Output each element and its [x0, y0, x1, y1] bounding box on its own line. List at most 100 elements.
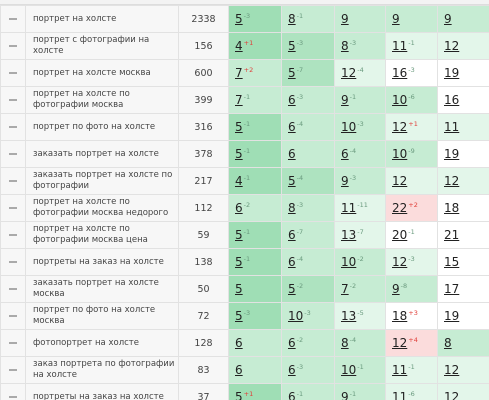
position-link[interactable]: 9 — [392, 282, 400, 296]
position-change: -1 — [243, 255, 251, 263]
position-link[interactable]: 6 — [288, 147, 296, 161]
row-remove[interactable] — [0, 140, 26, 168]
position-link[interactable]: 5 — [235, 147, 243, 161]
row-remove[interactable] — [0, 59, 26, 87]
position-link[interactable]: 12 — [392, 255, 408, 269]
position-link[interactable]: 9 — [341, 93, 349, 107]
position-link[interactable]: 12 — [341, 66, 357, 80]
position-link[interactable]: 6 — [288, 336, 296, 350]
position-link[interactable]: 20 — [392, 228, 408, 242]
position-link[interactable]: 6 — [341, 147, 349, 161]
position-link[interactable]: 5 — [288, 174, 296, 188]
row-remove[interactable] — [0, 32, 26, 60]
position-link[interactable]: 8 — [444, 336, 452, 350]
position-link[interactable]: 12 — [392, 174, 408, 188]
row-remove[interactable] — [0, 329, 26, 357]
position-link[interactable]: 7 — [235, 93, 243, 107]
position-cell: 6 — [281, 140, 335, 168]
position-link[interactable]: 5 — [288, 39, 296, 53]
position-link[interactable]: 5 — [288, 282, 296, 296]
position-link[interactable]: 7 — [341, 282, 349, 296]
position-link[interactable]: 12 — [444, 363, 460, 377]
position-link[interactable]: 10 — [341, 255, 357, 269]
position-link[interactable]: 18 — [444, 201, 460, 215]
position-link[interactable]: 6 — [288, 93, 296, 107]
position-link[interactable]: 4 — [235, 39, 243, 53]
position-link[interactable]: 11 — [392, 39, 408, 53]
position-cell: 4+1 — [228, 32, 282, 60]
position-link[interactable]: 9 — [444, 12, 452, 26]
position-link[interactable]: 16 — [444, 93, 460, 107]
row-remove[interactable] — [0, 383, 26, 400]
position-cell: 12 — [437, 32, 489, 60]
row-remove[interactable] — [0, 302, 26, 330]
position-link[interactable]: 5 — [235, 120, 243, 134]
row-remove[interactable] — [0, 167, 26, 195]
position-link[interactable]: 11 — [392, 363, 408, 377]
position-link[interactable]: 5 — [288, 66, 296, 80]
position-change: -3 — [296, 363, 304, 371]
row-remove[interactable] — [0, 221, 26, 249]
position-link[interactable]: 15 — [444, 255, 460, 269]
position-link[interactable]: 17 — [444, 282, 460, 296]
position-link[interactable]: 5 — [235, 228, 243, 242]
row-remove[interactable] — [0, 86, 26, 114]
position-link[interactable]: 5 — [235, 309, 243, 323]
row-remove[interactable] — [0, 275, 26, 303]
position-link[interactable]: 6 — [288, 255, 296, 269]
position-link[interactable]: 12 — [444, 390, 460, 400]
position-link[interactable]: 10 — [341, 120, 357, 134]
position-link[interactable]: 8 — [288, 12, 296, 26]
position-link[interactable]: 5 — [235, 390, 243, 400]
row-remove[interactable] — [0, 356, 26, 384]
position-link[interactable]: 10 — [341, 363, 357, 377]
position-link[interactable]: 5 — [235, 282, 243, 296]
query: заказать портрет на холсте по фотографии — [25, 167, 179, 195]
position-link[interactable]: 6 — [288, 363, 296, 377]
position-link[interactable]: 4 — [235, 174, 243, 188]
position-link[interactable]: 9 — [341, 12, 349, 26]
position-link[interactable]: 12 — [392, 336, 408, 350]
position-link[interactable]: 9 — [341, 390, 349, 400]
position-link[interactable]: 22 — [392, 201, 408, 215]
position-link[interactable]: 18 — [392, 309, 408, 323]
position-link[interactable]: 7 — [235, 66, 243, 80]
position-link[interactable]: 8 — [341, 39, 349, 53]
position-link[interactable]: 19 — [444, 147, 460, 161]
position-cell: 6-4 — [281, 248, 335, 276]
position-link[interactable]: 9 — [392, 12, 400, 26]
row-remove[interactable] — [0, 248, 26, 276]
position-link[interactable]: 6 — [288, 390, 296, 400]
row-remove[interactable] — [0, 194, 26, 222]
position-link[interactable]: 16 — [392, 66, 408, 80]
position-link[interactable]: 6 — [235, 363, 243, 377]
position-link[interactable]: 12 — [392, 120, 408, 134]
position-change: -3 — [349, 39, 357, 47]
position-link[interactable]: 19 — [444, 309, 460, 323]
position-link[interactable]: 5 — [235, 12, 243, 26]
position-link[interactable]: 11 — [341, 201, 357, 215]
position-link[interactable]: 6 — [288, 228, 296, 242]
row-remove[interactable] — [0, 113, 26, 141]
position-link[interactable]: 10 — [392, 147, 408, 161]
position-link[interactable]: 9 — [341, 174, 349, 188]
position-link[interactable]: 6 — [235, 336, 243, 350]
position-link[interactable]: 12 — [444, 174, 460, 188]
position-link[interactable]: 10 — [288, 309, 304, 323]
position-link[interactable]: 8 — [288, 201, 296, 215]
position-link[interactable]: 5 — [235, 255, 243, 269]
position-link[interactable]: 8 — [341, 336, 349, 350]
position-link[interactable]: 6 — [235, 201, 243, 215]
position-link[interactable]: 6 — [288, 120, 296, 134]
position-link[interactable]: 13 — [341, 228, 357, 242]
position-link[interactable]: 13 — [341, 309, 357, 323]
position-link[interactable]: 21 — [444, 228, 460, 242]
position-link[interactable]: 10 — [392, 93, 408, 107]
position-link[interactable]: 19 — [444, 66, 460, 80]
position-link[interactable]: 12 — [444, 39, 460, 53]
row-remove[interactable] — [0, 5, 26, 33]
position-link[interactable]: 11 — [444, 120, 460, 134]
position-link[interactable]: 11 — [392, 390, 408, 400]
query: портрет на холсте по фотографии москва ц… — [25, 221, 179, 249]
position-cell: 5-2 — [281, 275, 335, 303]
